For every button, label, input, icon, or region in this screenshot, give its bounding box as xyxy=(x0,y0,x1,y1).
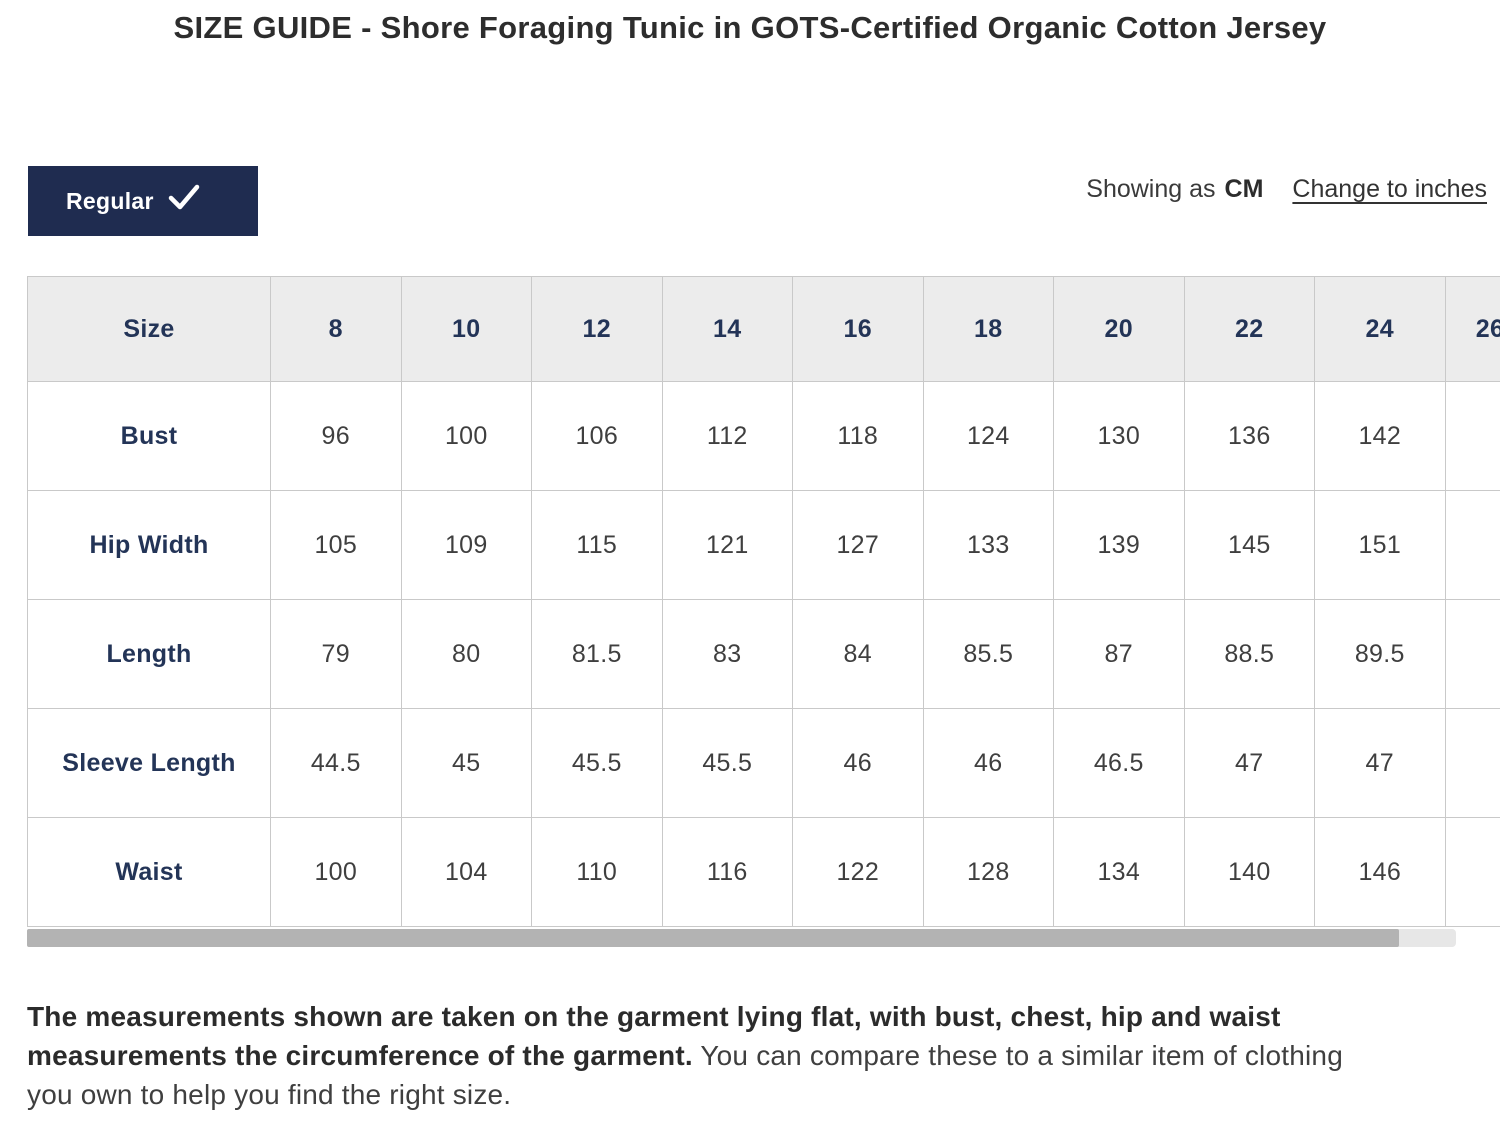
table-cell-clipped xyxy=(1444,490,1500,600)
column-header-size: Size xyxy=(27,276,271,382)
table-row-bust: Bust 96 100 106 112 118 124 130 136 142 xyxy=(27,381,1500,491)
table-cell: 84 xyxy=(792,599,924,709)
table-cell: 47 xyxy=(1314,708,1446,818)
table-cell: 122 xyxy=(792,817,924,927)
row-header: Sleeve Length xyxy=(27,708,271,818)
unit-display: Showing as CM xyxy=(1086,175,1263,204)
table-cell: 109 xyxy=(400,490,532,600)
row-header: Waist xyxy=(27,817,271,927)
column-header: 24 xyxy=(1314,276,1446,382)
table-cell: 145 xyxy=(1183,490,1315,600)
measurement-note-bold: The measurements shown are taken on the … xyxy=(27,1001,1281,1071)
column-header: 14 xyxy=(661,276,793,382)
fit-option-label: Regular xyxy=(66,187,154,214)
table-cell: 100 xyxy=(400,381,532,491)
table-cell: 136 xyxy=(1183,381,1315,491)
table-cell: 46 xyxy=(792,708,924,818)
row-header: Bust xyxy=(27,381,271,491)
column-header: 22 xyxy=(1183,276,1315,382)
table-cell: 124 xyxy=(922,381,1054,491)
horizontal-scrollbar-thumb[interactable] xyxy=(27,929,1399,947)
table-cell-clipped xyxy=(1444,381,1500,491)
table-cell-clipped xyxy=(1444,817,1500,927)
table-cell: 134 xyxy=(1053,817,1185,927)
table-cell: 46.5 xyxy=(1053,708,1185,818)
unit-display-prefix: Showing as xyxy=(1086,175,1216,203)
row-header: Length xyxy=(27,599,271,709)
table-cell: 85.5 xyxy=(922,599,1054,709)
table-header-row: Size 8 10 12 14 16 18 20 22 24 26 xyxy=(27,276,1500,382)
table-cell: 45 xyxy=(400,708,532,818)
table-cell: 47 xyxy=(1183,708,1315,818)
row-header: Hip Width xyxy=(27,490,271,600)
table-row-sleeve-length: Sleeve Length 44.5 45 45.5 45.5 46 46 46… xyxy=(27,708,1500,818)
table-cell: 112 xyxy=(661,381,793,491)
table-cell: 79 xyxy=(270,599,402,709)
table-cell-clipped xyxy=(1444,708,1500,818)
table-cell: 110 xyxy=(531,817,663,927)
table-cell: 116 xyxy=(661,817,793,927)
table-cell: 45.5 xyxy=(661,708,793,818)
table-cell: 151 xyxy=(1314,490,1446,600)
table-cell: 128 xyxy=(922,817,1054,927)
table-cell: 87 xyxy=(1053,599,1185,709)
table-cell: 83 xyxy=(661,599,793,709)
column-header: 16 xyxy=(792,276,924,382)
table-cell: 88.5 xyxy=(1183,599,1315,709)
measurement-note-regular: You can compare these to a similar item … xyxy=(27,1040,1343,1110)
table-row-waist: Waist 100 104 110 116 122 128 134 140 14… xyxy=(27,817,1500,927)
table-row-length: Length 79 80 81.5 83 84 85.5 87 88.5 89.… xyxy=(27,599,1500,709)
table-cell: 46 xyxy=(922,708,1054,818)
column-header: 18 xyxy=(922,276,1054,382)
checkmark-icon xyxy=(168,184,199,209)
table-cell: 100 xyxy=(270,817,402,927)
table-cell: 140 xyxy=(1183,817,1315,927)
table-cell: 105 xyxy=(270,490,402,600)
horizontal-scrollbar-track[interactable] xyxy=(27,929,1456,947)
table-cell: 80 xyxy=(400,599,532,709)
table-row-hip-width: Hip Width 105 109 115 121 127 133 139 14… xyxy=(27,490,1500,600)
change-units-link[interactable]: Change to inches xyxy=(1292,175,1487,203)
table-cell: 44.5 xyxy=(270,708,402,818)
table-cell: 139 xyxy=(1053,490,1185,600)
table-cell: 96 xyxy=(270,381,402,491)
table-cell: 81.5 xyxy=(531,599,663,709)
table-cell: 115 xyxy=(531,490,663,600)
size-table: Size 8 10 12 14 16 18 20 22 24 26 Bust 9… xyxy=(27,276,1500,927)
measurement-note: The measurements shown are taken on the … xyxy=(27,997,1392,1114)
column-header-clipped: 26 xyxy=(1444,276,1500,382)
table-cell: 106 xyxy=(531,381,663,491)
table-cell: 127 xyxy=(792,490,924,600)
table-cell: 146 xyxy=(1314,817,1446,927)
table-cell: 89.5 xyxy=(1314,599,1446,709)
fit-option-regular-button[interactable]: Regular xyxy=(28,166,258,236)
unit-controls: Showing as CM Change to inches xyxy=(1086,175,1487,204)
table-cell: 142 xyxy=(1314,381,1446,491)
table-cell: 133 xyxy=(922,490,1054,600)
unit-display-value: CM xyxy=(1224,175,1264,203)
page-title: SIZE GUIDE - Shore Foraging Tunic in GOT… xyxy=(173,10,1327,45)
column-header: 10 xyxy=(400,276,532,382)
table-cell: 121 xyxy=(661,490,793,600)
table-cell: 104 xyxy=(400,817,532,927)
column-header: 20 xyxy=(1053,276,1185,382)
table-cell: 118 xyxy=(792,381,924,491)
table-cell: 45.5 xyxy=(531,708,663,818)
column-header: 12 xyxy=(531,276,663,382)
column-header: 8 xyxy=(270,276,402,382)
size-table-viewport[interactable]: Size 8 10 12 14 16 18 20 22 24 26 Bust 9… xyxy=(27,276,1500,930)
table-cell-clipped xyxy=(1444,599,1500,709)
table-cell: 130 xyxy=(1053,381,1185,491)
